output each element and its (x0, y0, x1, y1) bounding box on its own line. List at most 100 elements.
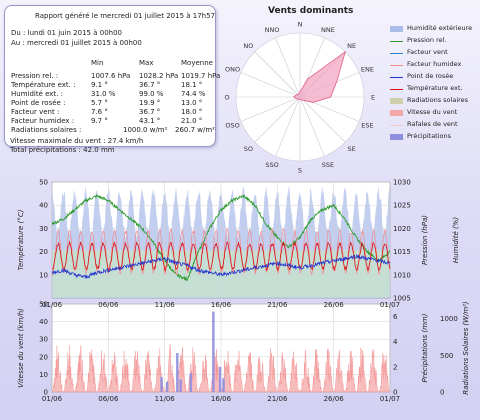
row-max: 43.1 ° (139, 117, 161, 125)
legend-swatch (390, 26, 403, 32)
legend-label: Rafales de vent (407, 120, 458, 128)
row-avg: 74.4 % (181, 90, 206, 98)
y-right2-tick-label: 0 (440, 389, 444, 397)
humidex-line (51, 227, 391, 277)
row-min: 5.7 ° (91, 99, 108, 107)
y-tick-label: 20 (39, 353, 48, 361)
y-tick-label: 0 (44, 389, 48, 397)
row-max: 99.0 % (139, 90, 164, 98)
row-label: Facteur vent : (11, 108, 60, 116)
row-max: 36.7 ° (139, 81, 161, 89)
y-right-tick-label: 4 (393, 338, 398, 346)
report-to: Au : mercredi 01 juillet 2015 à 00h00 (11, 39, 142, 47)
row-label: Point de rosée : (11, 99, 66, 107)
y-tick-label: 50 (39, 301, 48, 309)
row-min: 9.7 ° (91, 117, 108, 125)
row-avg: 21.0 ° (181, 117, 203, 125)
y-right-axis-label: Pression (hPa) (421, 215, 429, 265)
pressure-line (51, 194, 391, 282)
x-tick-label: 06/06 (98, 395, 119, 403)
row-avg: 13.0 ° (181, 99, 203, 107)
y-right-tick-label: 1025 (393, 202, 411, 210)
x-tick-label: 16/06 (211, 301, 232, 309)
dew-point-line (51, 253, 391, 280)
legend-label: Facteur vent (407, 48, 448, 56)
y-tick-label: 10 (39, 371, 48, 379)
y-right-tick-label: 1005 (393, 295, 411, 303)
x-tick-label: 26/06 (324, 301, 345, 309)
precipitation-bar (179, 379, 182, 392)
row-max: 1028.2 hPa (139, 72, 179, 80)
y-axis-label: Température (°C) (17, 209, 25, 270)
legend-swatch (390, 134, 403, 140)
y-right-tick-label: 1015 (393, 248, 411, 256)
row-min: 9.1 ° (91, 81, 108, 89)
legend-swatch (390, 41, 403, 42)
legend-label: Précipitations (407, 132, 452, 140)
y-right-tick-label: 0 (393, 389, 397, 397)
rose-title: Vents dominants (268, 6, 354, 16)
legend-label: Humidité extérieure (407, 24, 473, 32)
y-right2-axis-label: Humidité (%) (452, 217, 460, 264)
col-min-header: Min (91, 59, 104, 67)
precipitation-bar (165, 381, 169, 392)
legend-label: Pression rel. (407, 36, 447, 44)
row-min: 31.0 % (91, 90, 116, 98)
temperature-line (52, 240, 391, 273)
y-right-axis-label: Précipitations (mm) (421, 313, 429, 382)
precipitation-bar (160, 376, 163, 392)
y-tick-label: 10 (39, 271, 48, 279)
x-tick-label: 01/06 (42, 395, 63, 403)
x-tick-label: 06/06 (98, 301, 119, 309)
y-right-tick-label: 6 (393, 313, 398, 321)
y-right-tick-label: 1030 (393, 179, 411, 187)
legend-swatch (390, 98, 403, 104)
row-max: 1000.0 w/m² (123, 126, 168, 134)
x-tick-label: 11/06 (155, 301, 176, 309)
y-right2-axis-label: Radiations Solaires (W/m²) (462, 301, 470, 395)
row-label: Facteur humidex : (11, 117, 75, 125)
y-right2-tick-label: 1000 (440, 315, 458, 323)
legend-label: Radiations solaires (407, 96, 469, 104)
legend-swatch (390, 110, 403, 116)
y-tick-label: 20 (39, 248, 48, 256)
x-tick-label: 26/06 (324, 395, 345, 403)
legend-swatch (390, 77, 403, 78)
y-right-tick-label: 2 (393, 363, 397, 371)
y-axis-label: Vitesse du vent (km/h) (17, 308, 25, 388)
y-right-tick-label: 1020 (393, 225, 411, 233)
row-avg: 260.7 w/m² (175, 126, 215, 134)
row-avg: 1019.7 hPa (181, 72, 221, 80)
x-tick-label: 01/07 (380, 395, 400, 403)
legend-label: Point de rosée (407, 72, 454, 80)
legend-swatch (390, 125, 403, 126)
y-right-tick-label: 1010 (393, 271, 411, 279)
row-avg: 18.1 ° (181, 81, 203, 89)
x-tick-label: 21/06 (267, 395, 288, 403)
wind-max-line: Vitesse maximale du vent : 27.4 km/h (10, 137, 144, 145)
row-label: Pression rel. : (11, 72, 59, 80)
y-tick-label: 40 (39, 202, 48, 210)
y-tick-label: 30 (39, 225, 48, 233)
precip-total-line: Total précipitations : 42.0 mm (10, 146, 115, 154)
x-tick-label: 21/06 (267, 301, 288, 309)
legend-swatch (390, 89, 403, 90)
legend-swatch (390, 65, 403, 66)
row-min: 7.6 ° (91, 108, 108, 116)
report-title: Rapport généré le mercredi 01 juillet 20… (35, 12, 216, 20)
legend-label: Vitesse du vent (407, 108, 458, 116)
legend-label: Facteur humidex (407, 60, 462, 68)
x-tick-label: 11/06 (155, 395, 176, 403)
col-max-header: Max (139, 59, 154, 67)
y-tick-label: 50 (39, 179, 48, 187)
precipitation-bar (176, 353, 179, 392)
summary-panel: Rapport généré le mercredi 01 juillet 20… (4, 5, 220, 147)
row-max: 36.7 ° (139, 108, 161, 116)
y-tick-label: 30 (39, 336, 48, 344)
col-avg-header: Moyenne (181, 59, 213, 67)
x-tick-label: 01/07 (380, 301, 400, 309)
legend-label: Température ext. (407, 84, 463, 92)
row-min: 1007.6 hPa (91, 72, 131, 80)
precipitation-bar (218, 366, 222, 392)
